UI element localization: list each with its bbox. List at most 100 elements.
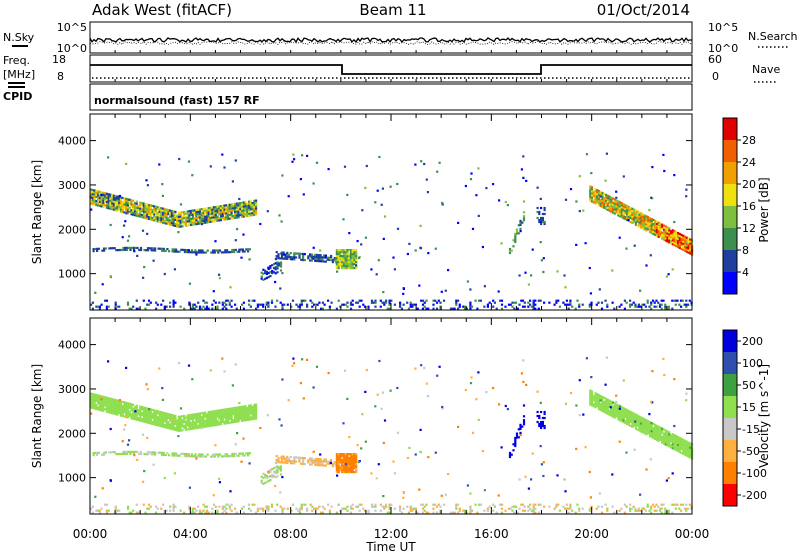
heatmap-cell — [177, 211, 180, 214]
heatmap-cell — [341, 265, 344, 268]
heatmap-cell — [457, 299, 460, 302]
heatmap-cell — [118, 407, 121, 411]
heatmap-cell — [221, 307, 224, 310]
heatmap-cell — [212, 210, 216, 213]
heatmap-cell — [192, 251, 195, 254]
heatmap-cell — [624, 408, 627, 411]
heatmap-cell — [485, 187, 488, 190]
heatmap-cell — [140, 214, 144, 217]
heatmap-cell — [685, 452, 688, 455]
heatmap-cell — [225, 408, 228, 411]
heatmap-cell — [444, 493, 447, 496]
heatmap-cell — [132, 203, 135, 206]
heatmap-cell — [633, 424, 636, 427]
heatmap-cell — [198, 307, 202, 310]
heatmap-cell — [687, 443, 690, 446]
heatmap-cell — [237, 414, 240, 417]
heatmap-cell — [100, 195, 103, 198]
heatmap-cell — [300, 462, 303, 465]
heatmap-cell — [141, 229, 145, 232]
heatmap-cell — [624, 412, 627, 415]
heatmap-cell — [685, 440, 688, 443]
heatmap-cell — [657, 429, 660, 432]
heatmap-cell — [118, 405, 121, 409]
heatmap-cell — [219, 417, 223, 420]
heatmap-cell — [673, 446, 676, 449]
heatmap-cell — [668, 227, 671, 230]
heatmap-cell — [90, 402, 93, 405]
heatmap-cell — [198, 414, 202, 417]
heatmap-cell — [594, 202, 597, 205]
heatmap-cell — [682, 240, 685, 243]
heatmap-cell — [195, 425, 198, 428]
heatmap-cell — [469, 288, 472, 291]
heatmap-cell — [190, 423, 193, 426]
heatmap-cell — [328, 258, 331, 261]
heatmap-cell — [211, 410, 214, 413]
heatmap-cell — [144, 418, 147, 422]
heatmap-cell — [613, 206, 616, 209]
heatmap-cell — [235, 212, 238, 215]
heatmap-cell — [309, 299, 312, 302]
heatmap-cell — [638, 415, 641, 418]
heatmap-cell — [349, 511, 353, 514]
heatmap-cell — [158, 414, 161, 417]
heatmap-cell — [195, 221, 198, 224]
heatmap-cell — [287, 255, 291, 259]
heatmap-cell — [253, 403, 256, 406]
heatmap-cell — [687, 241, 690, 244]
heatmap-cell — [668, 241, 671, 244]
heatmap-cell — [98, 204, 101, 207]
heatmap-cell — [333, 257, 336, 260]
heatmap-cell — [414, 507, 417, 510]
colorbar-tick-label: -15 — [742, 423, 760, 436]
heatmap-cell — [112, 200, 115, 203]
heatmap-cell — [302, 460, 305, 464]
heatmap-cell — [248, 258, 251, 261]
heatmap-cell — [176, 427, 179, 430]
heatmap-cell — [188, 416, 191, 419]
heatmap-cell — [617, 212, 620, 215]
heatmap-cell — [597, 301, 600, 304]
heatmap-cell — [172, 414, 175, 417]
heatmap-cell — [648, 225, 652, 228]
heatmap-cell — [267, 471, 270, 475]
heatmap-cell — [97, 394, 100, 397]
heatmap-cell — [293, 456, 296, 459]
heatmap-cell — [225, 418, 228, 421]
heatmap-cell — [183, 307, 186, 310]
heatmap-cell — [135, 204, 138, 207]
heatmap-cell — [597, 196, 601, 199]
heatmap-cell — [218, 301, 221, 304]
x-axis-label: Time UT — [365, 540, 416, 554]
heatmap-cell — [230, 503, 233, 506]
heatmap-cell — [274, 258, 277, 261]
heatmap-cell — [107, 156, 110, 159]
heatmap-cell — [331, 463, 334, 466]
heatmap-cell — [235, 408, 238, 411]
heatmap-cell — [638, 223, 641, 226]
heatmap-cell — [242, 207, 245, 210]
heatmap-cell — [169, 417, 172, 420]
heatmap-cell — [599, 195, 602, 198]
heatmap-cell — [632, 301, 635, 304]
heatmap-cell — [647, 226, 650, 229]
heatmap-cell — [172, 220, 175, 223]
heatmap-cell — [198, 412, 202, 415]
heatmap-cell — [335, 259, 338, 262]
heatmap-cell — [596, 401, 599, 404]
heatmap-cell — [641, 213, 644, 216]
heatmap-cell — [104, 299, 107, 302]
heatmap-cell — [655, 432, 659, 435]
heatmap-cell — [191, 221, 194, 224]
heatmap-cell — [135, 408, 138, 411]
heatmap-cell — [337, 455, 340, 458]
heatmap-cell — [321, 460, 324, 463]
heatmap-cell — [604, 299, 607, 302]
heatmap-cell — [126, 301, 130, 304]
heatmap-cell — [111, 400, 114, 403]
heatmap-cell — [542, 474, 545, 478]
heatmap-cell — [522, 155, 525, 158]
heatmap-cell — [220, 251, 223, 254]
heatmap-cell — [662, 428, 666, 431]
